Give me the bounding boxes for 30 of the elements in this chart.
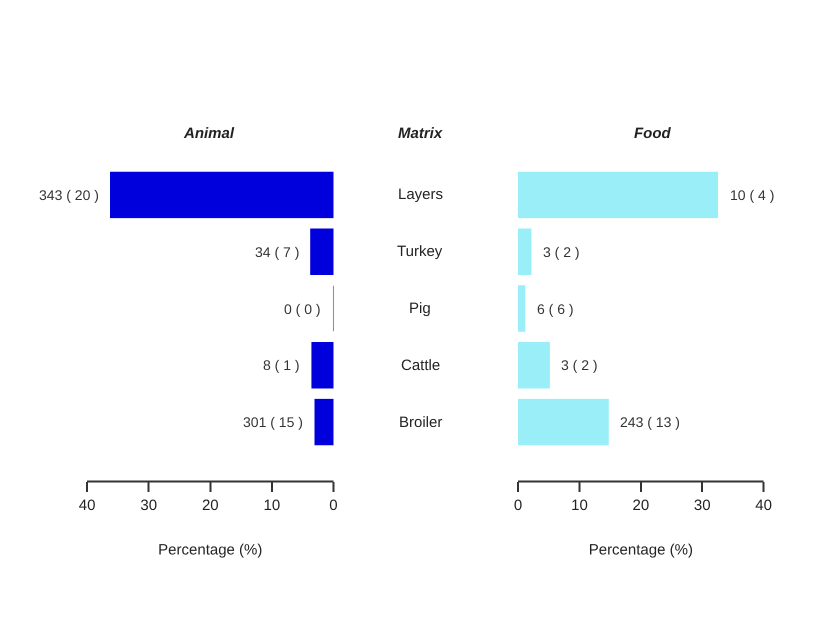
y-tick-label: Broiler (399, 414, 442, 431)
y-tick-label: Cattle (401, 357, 440, 374)
annotation: 0 ( 0 ) (284, 301, 321, 317)
annotation: 34 ( 7 ) (255, 244, 300, 260)
annotation: 3 ( 2 ) (543, 244, 580, 260)
x-tick-label: 30 (694, 497, 711, 514)
y-tick-label: Turkey (397, 243, 443, 260)
x-tick-label: 30 (140, 497, 158, 514)
x-tick-label: 10 (264, 497, 280, 514)
annotation: 8 ( 1 ) (263, 357, 300, 373)
x-tick-label: 0 (514, 497, 522, 514)
x-tick-label: 40 (78, 497, 96, 514)
annotation: 301 ( 15 ) (243, 414, 303, 430)
y-tick-label: Layers (398, 186, 444, 203)
x-tick-label: 40 (755, 497, 772, 514)
x-tick-label: 10 (571, 497, 588, 514)
annotation: 3 ( 2 ) (561, 357, 598, 373)
x-tick-label: 0 (329, 497, 338, 514)
x-tick-label: 20 (202, 497, 219, 514)
x-tick-label: 20 (632, 497, 650, 514)
chart-title: Food (634, 125, 672, 142)
chart-title: Animal (183, 125, 235, 142)
x-axis-title: Percentage (%) (588, 542, 693, 559)
annotation: 243 ( 13 ) (620, 414, 680, 430)
x-axis-title: Percentage (%) (158, 542, 262, 559)
y-axis-title: Matrix (398, 125, 443, 142)
annotation: 6 ( 6 ) (537, 301, 574, 317)
annotation: 343 ( 20 ) (39, 187, 99, 203)
y-tick-label: Pig (409, 300, 431, 317)
annotation: 10 ( 4 ) (730, 187, 774, 203)
